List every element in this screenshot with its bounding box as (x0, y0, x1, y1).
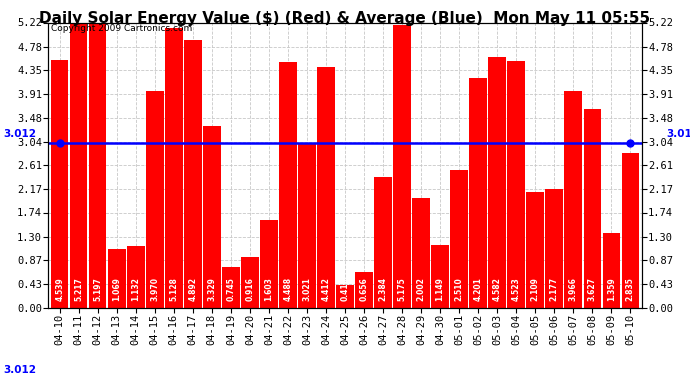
Bar (374, 177, 392, 308)
Bar (602, 233, 620, 308)
Bar (584, 110, 601, 308)
Text: 2.384: 2.384 (379, 277, 388, 301)
Text: 0.916: 0.916 (246, 277, 255, 301)
Text: 3.970: 3.970 (150, 277, 159, 301)
Bar (507, 60, 525, 308)
Text: 3.021: 3.021 (302, 277, 311, 301)
Text: 0.656: 0.656 (359, 277, 368, 301)
Text: 5.128: 5.128 (169, 277, 178, 301)
Bar (413, 198, 430, 308)
Text: 2.510: 2.510 (455, 277, 464, 301)
Bar (336, 285, 354, 308)
Text: 3.627: 3.627 (588, 277, 597, 301)
Bar (279, 63, 297, 308)
Text: 2.109: 2.109 (531, 277, 540, 301)
Bar (526, 192, 544, 308)
Bar (489, 57, 506, 308)
Bar (564, 91, 582, 308)
Text: 3.329: 3.329 (208, 277, 217, 301)
Text: 4.582: 4.582 (493, 277, 502, 301)
Bar (127, 246, 144, 308)
Text: 1.149: 1.149 (435, 277, 444, 301)
Text: 2.177: 2.177 (550, 277, 559, 301)
Text: 3.012: 3.012 (666, 129, 690, 139)
Bar (622, 153, 639, 308)
Text: 4.539: 4.539 (55, 277, 64, 301)
Text: 5.217: 5.217 (75, 277, 83, 301)
Text: 1.603: 1.603 (264, 277, 273, 301)
Text: Daily Solar Energy Value ($) (Red) & Average (Blue)  Mon May 11 05:55: Daily Solar Energy Value ($) (Red) & Ave… (39, 11, 651, 26)
Bar (146, 91, 164, 308)
Text: 4.488: 4.488 (284, 277, 293, 301)
Bar (431, 245, 448, 308)
Bar (241, 258, 259, 307)
Text: 2.002: 2.002 (417, 277, 426, 301)
Text: 1.132: 1.132 (131, 277, 140, 301)
Bar (451, 171, 468, 308)
Bar (203, 126, 221, 308)
Text: 2.835: 2.835 (626, 277, 635, 301)
Bar (70, 22, 88, 308)
Text: 4.523: 4.523 (512, 277, 521, 301)
Bar (469, 78, 487, 308)
Text: Copyright 2009 Cartronics.com: Copyright 2009 Cartronics.com (51, 24, 193, 33)
Bar (298, 142, 316, 308)
Bar (165, 27, 183, 308)
Bar (260, 220, 277, 308)
Text: 4.892: 4.892 (188, 277, 197, 301)
Bar (546, 189, 563, 308)
Bar (355, 272, 373, 308)
Text: 5.197: 5.197 (93, 277, 102, 301)
Bar (184, 40, 201, 308)
Text: 3.012: 3.012 (3, 129, 37, 139)
Text: 1.069: 1.069 (112, 277, 121, 301)
Bar (393, 25, 411, 307)
Text: 1.359: 1.359 (607, 277, 615, 301)
Text: 4.412: 4.412 (322, 277, 331, 301)
Text: 3.012: 3.012 (3, 365, 37, 375)
Text: 5.175: 5.175 (397, 277, 406, 301)
Text: 3.966: 3.966 (569, 277, 578, 301)
Bar (89, 24, 106, 307)
Bar (108, 249, 126, 308)
Text: 0.745: 0.745 (226, 277, 235, 301)
Bar (317, 67, 335, 308)
Bar (222, 267, 239, 308)
Bar (51, 60, 68, 308)
Text: 4.201: 4.201 (473, 277, 482, 301)
Text: 0.410: 0.410 (340, 277, 350, 301)
